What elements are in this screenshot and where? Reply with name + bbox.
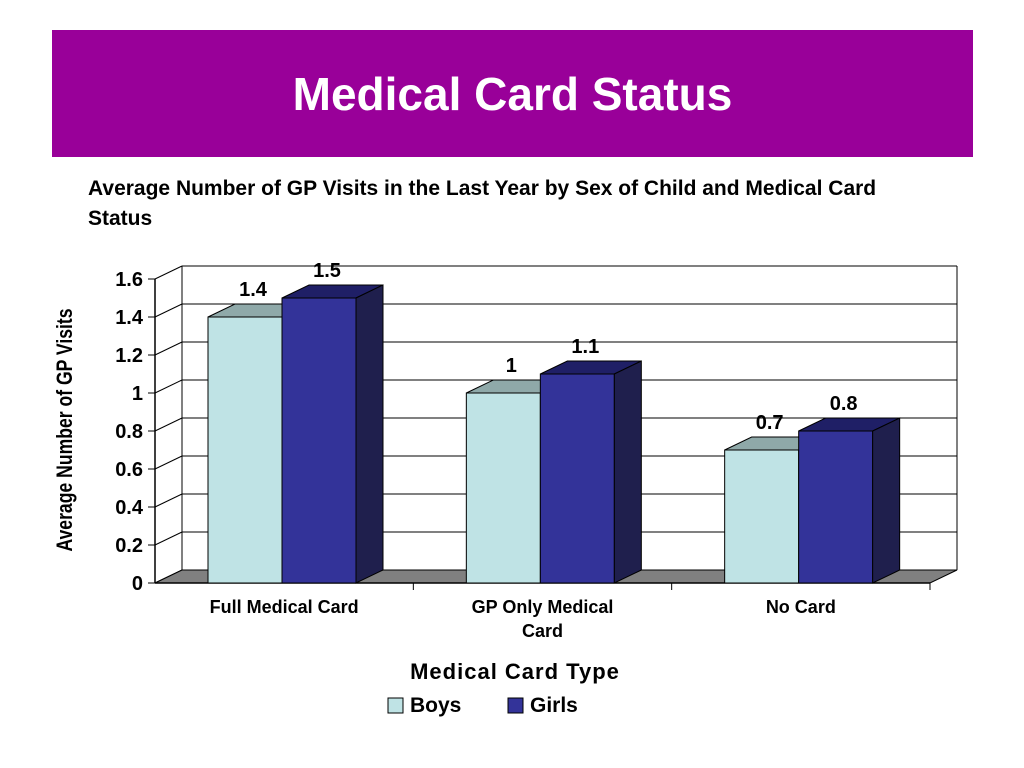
legend-swatch-girls <box>507 697 524 714</box>
bar-side-girls <box>613 360 642 584</box>
bar-boys <box>207 316 283 584</box>
gridline-side <box>154 341 183 356</box>
gridline-side <box>154 455 183 470</box>
data-label: 1 <box>506 355 517 377</box>
bar-side-girls <box>872 417 901 584</box>
y-tick-label: 1.2 <box>115 345 143 367</box>
y-tick-label: 0.8 <box>115 421 143 443</box>
gridline-side <box>154 493 183 508</box>
data-label: 1.1 <box>571 336 599 358</box>
gridline-side <box>154 265 183 280</box>
data-label: 1.5 <box>313 260 341 282</box>
legend-swatch-boys <box>387 697 404 714</box>
bar-side-girls <box>355 284 384 584</box>
bar-boys <box>465 392 541 584</box>
y-tick-label: 1.4 <box>115 307 144 329</box>
gridline-side <box>154 379 183 394</box>
legend-label-boys: Boys <box>410 694 461 717</box>
gridline-side <box>154 417 183 432</box>
category-label: No Card <box>766 597 836 617</box>
category-label: GP Only Medical <box>472 597 614 617</box>
category-label: Full Medical Card <box>210 597 359 617</box>
slide-title: Medical Card Status <box>292 67 733 120</box>
y-tick-label: 0.4 <box>115 497 144 519</box>
y-tick-label: 0.6 <box>115 459 143 481</box>
y-tick-label: 0.2 <box>115 535 143 557</box>
data-label: 0.7 <box>756 412 784 434</box>
y-tick-label: 0 <box>132 573 143 595</box>
bar-girls <box>539 373 615 584</box>
bar-girls <box>798 430 874 584</box>
bar-boys <box>724 449 800 584</box>
bar-girls <box>281 297 357 584</box>
category-label: Card <box>522 621 563 641</box>
y-tick-label: 1.6 <box>115 269 143 291</box>
y-tick-label: 1 <box>132 383 143 405</box>
data-label: 1.4 <box>239 279 268 301</box>
legend-label-girls: Girls <box>530 694 578 717</box>
x-axis-title: Medical Card Type <box>410 659 620 684</box>
gridline-side <box>154 303 183 318</box>
title-bar: Medical Card Status <box>52 30 973 157</box>
data-label: 0.8 <box>830 393 858 415</box>
gridline-side <box>154 531 183 546</box>
chart-subtitle: Average Number of GP Visits in the Last … <box>88 177 877 230</box>
y-axis-title: Average Number of GP Visits <box>53 308 77 551</box>
